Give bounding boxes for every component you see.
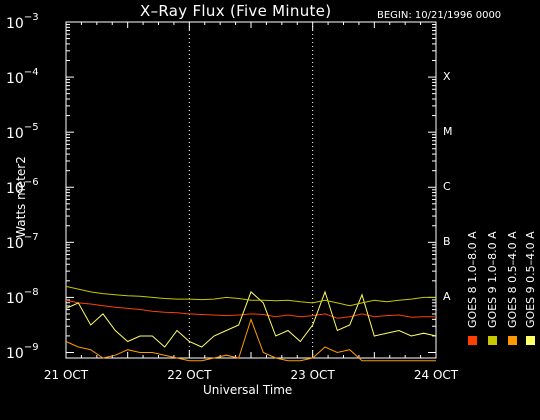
series-line-1	[65, 299, 436, 319]
series-layer	[65, 285, 437, 362]
legend-entry: GOES 9 0.5–4.0 A	[524, 231, 537, 345]
series-line-4	[65, 285, 436, 307]
legend-label: GOES 9 0.5–4.0 A	[524, 231, 537, 328]
x-axis-label: Universal Time	[203, 383, 293, 397]
legend-swatch	[508, 336, 517, 345]
y-tick-label: 10−5	[6, 122, 39, 143]
legend-entry: GOES 8 0.5–4.0 A	[506, 231, 519, 345]
chart-title: X–Ray Flux (Five Minute)	[140, 2, 332, 20]
x-tick-label: 21 OCT	[43, 368, 89, 382]
x-tick-label: 24 OCT	[413, 368, 459, 382]
begin-date: BEGIN: 10/21/1996 0000	[377, 10, 502, 21]
flare-class-a: A	[443, 290, 451, 304]
series-line-3	[65, 290, 437, 348]
x-tick-label: 22 OCT	[167, 368, 212, 382]
flare-class-b: B	[443, 235, 451, 249]
legend-swatch	[526, 336, 535, 345]
y-tick-label: 10−8	[6, 287, 39, 308]
y-tick-label: 10−3	[6, 12, 39, 32]
y-tick-label: 10−4	[6, 67, 39, 88]
legend-entry: GOES 9 1.0–8.0 A	[486, 231, 499, 345]
y-tick-label: 10−9	[6, 342, 39, 363]
grid-lines	[188, 22, 314, 358]
series-line-2	[65, 317, 436, 362]
flare-class-m: M	[443, 125, 453, 139]
legend-label: GOES 8 0.5–4.0 A	[506, 231, 519, 328]
legend-entry: GOES 8 1.0–8.0 A	[466, 231, 479, 345]
legend-label: GOES 9 1.0–8.0 A	[486, 231, 499, 328]
y-tick-label: 10−7	[6, 232, 39, 253]
flare-class-x: X	[443, 70, 451, 84]
legend-swatch	[488, 336, 497, 345]
legend-label: GOES 8 1.0–8.0 A	[466, 231, 479, 328]
legend-swatch	[468, 336, 477, 345]
y-tick-label: 10−6	[6, 177, 39, 198]
x-tick-label: 23 OCT	[290, 368, 335, 382]
flare-class-c: C	[443, 180, 451, 194]
